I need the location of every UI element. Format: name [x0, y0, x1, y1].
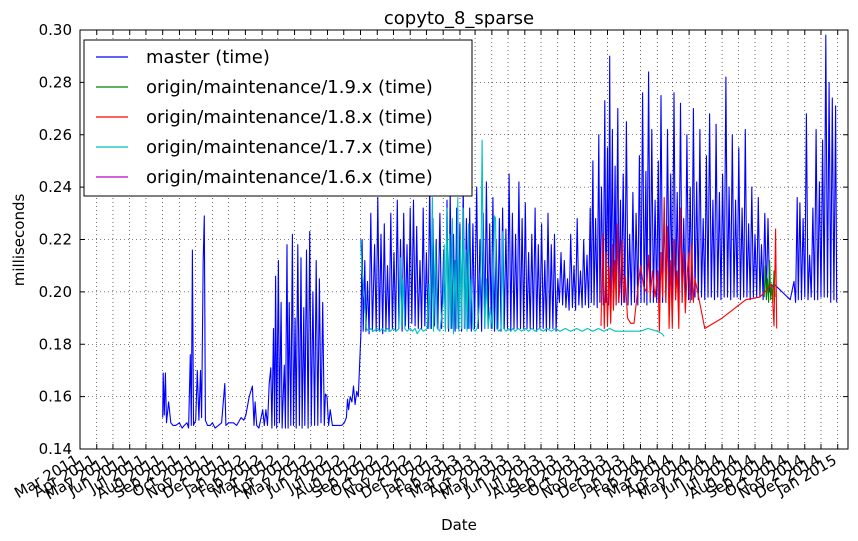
y-tick-label: 0.20: [39, 283, 72, 301]
y-tick-label: 0.14: [39, 440, 72, 458]
series-line-1: [763, 259, 776, 303]
y-tick-label: 0.18: [39, 335, 72, 353]
y-tick-label: 0.22: [39, 231, 72, 249]
axis-ticks: [79, 29, 848, 450]
y-tick-label: 0.28: [39, 73, 72, 91]
series-line-0: [162, 34, 838, 429]
series-line-2: [600, 197, 778, 332]
x-axis-title: Date: [441, 516, 477, 534]
y-tick-labels: 0.14 0.16 0.18 0.20 0.22 0.24 0.26 0.28 0.30: [39, 21, 72, 458]
y-tick-label: 0.24: [39, 178, 72, 196]
y-tick-label: 0.26: [39, 126, 72, 144]
y-tick-label: 0.30: [39, 21, 72, 39]
series-lines: [162, 34, 838, 429]
legend-box: [83, 39, 473, 197]
legend-label: origin/maintenance/1.9.x (time): [146, 77, 433, 98]
legend-label: origin/maintenance/1.7.x (time): [146, 137, 433, 158]
y-axis-title: milliseconds: [10, 194, 28, 287]
legend-label: origin/maintenance/1.8.x (time): [146, 107, 433, 128]
series-line-3: [359, 139, 665, 337]
legend-label: master (time): [146, 47, 270, 68]
y-tick-label: 0.16: [39, 388, 72, 406]
legend: master (time) origin/maintenance/1.9.x (t…: [83, 39, 473, 197]
chart-title: copyto_8_sparse: [384, 8, 534, 29]
legend-label: origin/maintenance/1.6.x (time): [146, 167, 433, 188]
